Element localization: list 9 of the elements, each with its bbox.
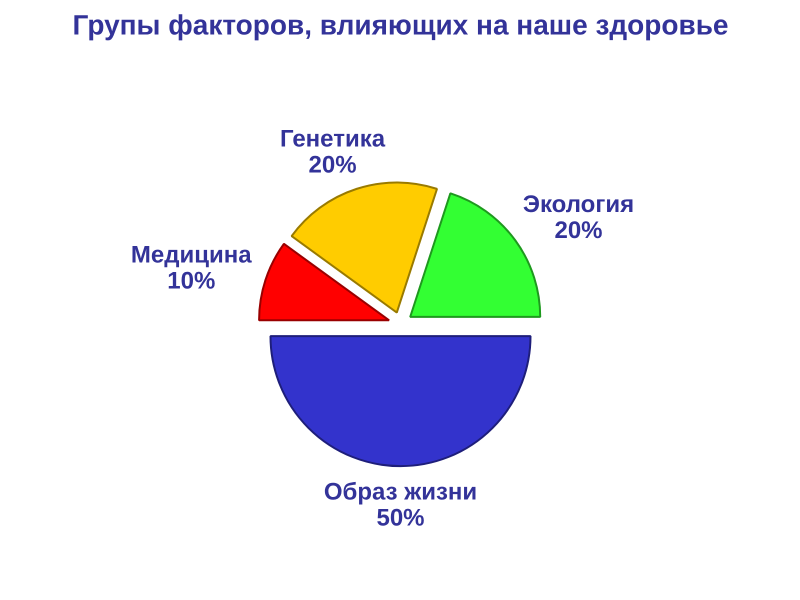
data-label: 20% xyxy=(308,151,357,178)
chart-title: Групы факторов, влияющих на наше здоровье xyxy=(72,10,728,40)
slice-label: Генетика xyxy=(280,125,386,152)
slice-label: Экология xyxy=(522,191,634,218)
data-label: 10% xyxy=(167,268,216,295)
data-label: 20% xyxy=(554,217,603,244)
slice-label: Медицина xyxy=(130,242,252,269)
slice-label: Образ жизни xyxy=(324,478,478,506)
data-label: 50% xyxy=(376,504,425,532)
